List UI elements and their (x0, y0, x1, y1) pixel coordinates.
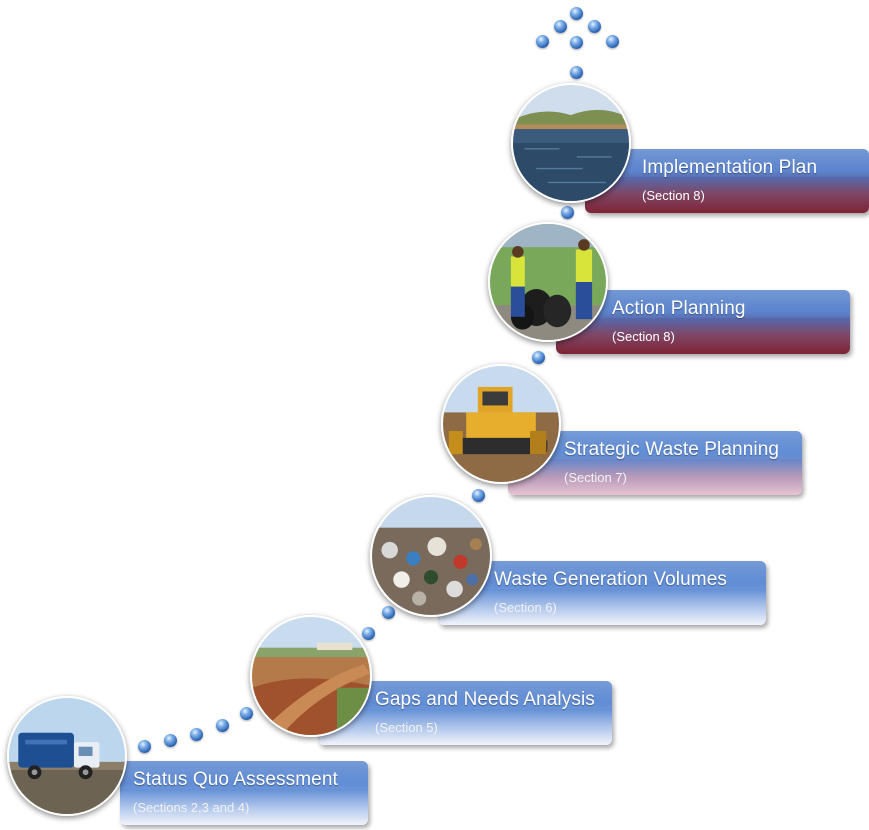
step-section: (Section 7) (564, 470, 627, 485)
step-status-quo-assessment: Status Quo Assessment (Sections 2,3 and … (120, 761, 368, 825)
step-title: Status Quo Assessment (133, 769, 338, 790)
step-implementation-plan: Implementation Plan (Section 8) (585, 149, 869, 213)
connector-dot (588, 20, 601, 33)
connector-dot (240, 707, 253, 720)
connector-dot (606, 35, 619, 48)
connector-dot (216, 719, 229, 732)
connector-dot (570, 66, 583, 79)
step-title: Strategic Waste Planning (564, 439, 780, 460)
workers-bags-icon (488, 222, 608, 342)
step-section: (Section 8) (612, 329, 675, 344)
step-title: Implementation Plan (642, 157, 818, 178)
step-section: (Section 8) (642, 188, 705, 203)
connector-dot (570, 7, 583, 20)
step-title: Gaps and Needs Analysis (375, 689, 595, 710)
dirt-road-icon (250, 615, 372, 737)
connector-dot (561, 206, 574, 219)
garbage-truck-icon (7, 696, 127, 816)
connector-dot (570, 36, 583, 49)
step-title: Waste Generation Volumes (494, 569, 727, 590)
connector-dot (472, 489, 485, 502)
bulldozer-icon (441, 364, 561, 484)
step-strategic-waste-planning: Strategic Waste Planning (Section 7) (508, 431, 802, 495)
step-section: (Section 6) (494, 600, 557, 615)
step-section: (Sections 2,3 and 4) (133, 800, 250, 815)
connector-dot (138, 740, 151, 753)
connector-dot (362, 627, 375, 640)
step-title: Action Planning (612, 298, 746, 319)
connector-dot (532, 351, 545, 364)
connector-dot (382, 606, 395, 619)
connector-dot (536, 35, 549, 48)
connector-dot (190, 728, 203, 741)
step-section: (Section 5) (375, 720, 438, 735)
connector-dot (554, 20, 567, 33)
landfill-waste-icon (370, 495, 492, 617)
dam-water-icon (511, 83, 631, 203)
connector-dot (164, 734, 177, 747)
step-waste-generation-volumes: Waste Generation Volumes (Section 6) (438, 561, 766, 625)
